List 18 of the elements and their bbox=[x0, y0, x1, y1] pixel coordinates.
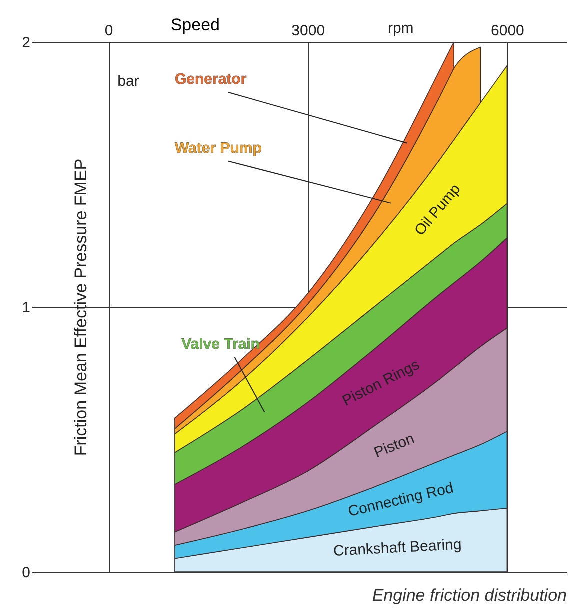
x-tick-label: 3000 bbox=[292, 22, 326, 40]
series-label: Connecting Rod bbox=[346, 480, 456, 521]
y-tick-label: 0 bbox=[22, 564, 30, 582]
y-tick-label: 1 bbox=[22, 300, 30, 316]
x-tick-label: 0 bbox=[104, 22, 114, 40]
y-tick-label: 2 bbox=[22, 34, 30, 52]
text: Valve Train bbox=[182, 336, 260, 354]
x-axis-title: Speed bbox=[170, 16, 220, 34]
series-label: Crankshaft Bearing bbox=[333, 536, 462, 560]
text: Water Pump bbox=[174, 140, 262, 157]
text: rpm bbox=[388, 20, 414, 37]
y-axis-title: Friction Mean Effective Pressure FMEP bbox=[72, 158, 90, 456]
series-label: Piston bbox=[372, 430, 417, 462]
annotation: bar bbox=[118, 73, 140, 90]
series-label: Piston Rings bbox=[340, 356, 423, 410]
x-tick-label: 6000 bbox=[491, 22, 524, 40]
text: Generator bbox=[174, 71, 247, 88]
text: Engine friction distribution bbox=[372, 586, 567, 605]
